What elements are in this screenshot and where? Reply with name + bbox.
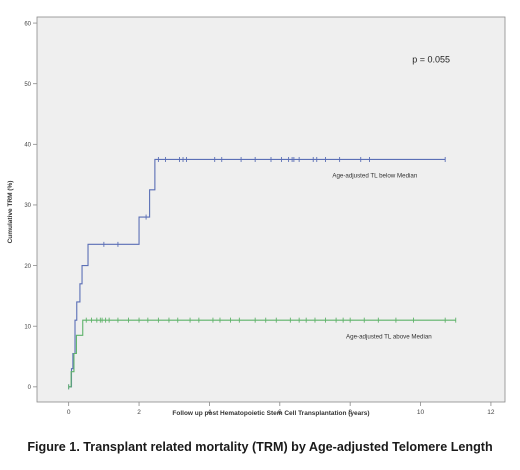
y-tick-label-0: 0 [28,385,32,391]
series-1-line [68,319,456,388]
axes: 0 2 4 6 8 10 12 0 10 20 30 40 50 60 [24,21,495,416]
plot-frame [36,16,506,403]
y-axis-label: Cumulative TRM (%) [7,181,14,244]
series-0 [68,156,446,390]
series-0-line [68,158,446,388]
y-tick-label-4: 40 [24,143,31,149]
p-value-annotation: p = 0.055 [412,54,450,64]
x-tick-label-3: 6 [278,409,282,416]
y-tick-label-6: 60 [24,21,31,27]
x-tick-label-0: 0 [67,409,71,416]
x-tick-label-2: 4 [208,409,212,416]
x-tick-label-1: 2 [137,409,141,416]
series-1 [68,317,457,390]
series-1-label: Age-adjusted TL above Median [346,333,432,340]
series-layer [68,156,457,390]
figure-caption: Figure 1. Transplant related mortality (… [27,440,493,454]
y-tick-label-3: 30 [24,203,31,209]
x-tick-label-4: 8 [348,409,352,416]
x-tick-label-6: 12 [487,409,495,416]
series-0-label: Age-adjusted TL below Median [332,173,418,180]
labels-layer: Age-adjusted TL below Median Age-adjusted… [332,54,450,340]
y-tick-label-2: 20 [24,264,31,270]
x-tick-label-5: 10 [417,409,425,416]
y-tick-label-5: 50 [24,82,31,88]
x-axis-label: Follow up post Hematopoietic Stem Cell T… [172,410,369,417]
y-tick-label-1: 10 [24,324,31,330]
plot-area [37,17,505,402]
